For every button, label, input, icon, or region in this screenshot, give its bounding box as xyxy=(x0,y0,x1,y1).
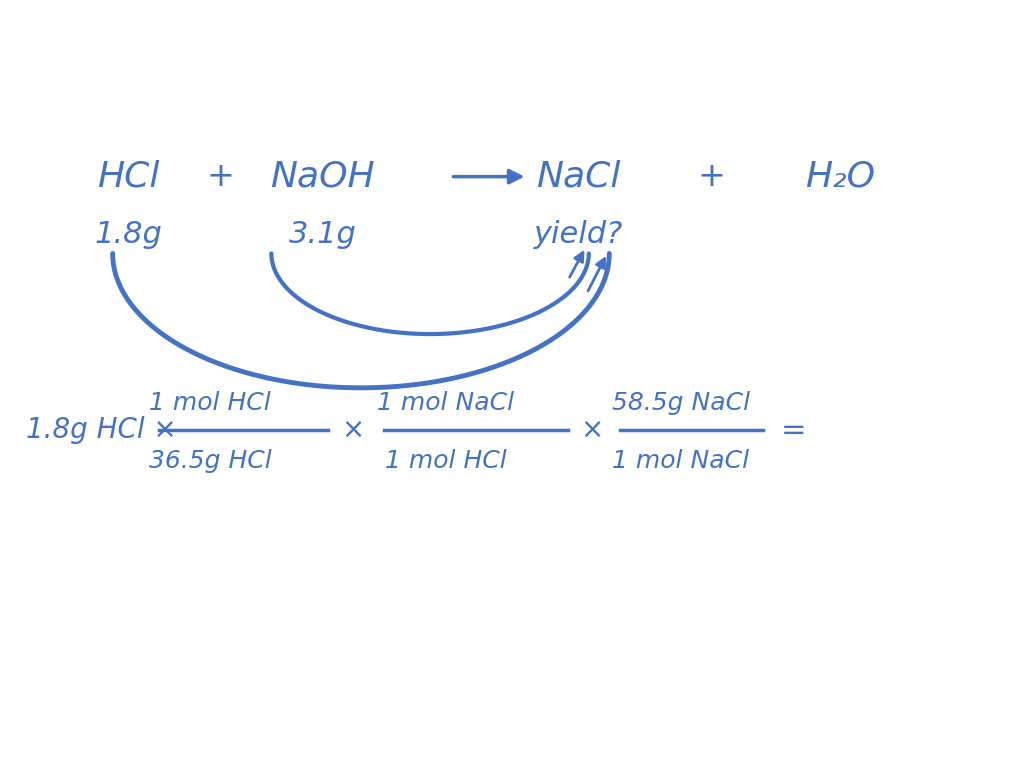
Text: =: = xyxy=(781,415,806,445)
Text: 1 mol NaCl: 1 mol NaCl xyxy=(377,391,514,415)
Text: HCl: HCl xyxy=(97,160,159,194)
Text: 1 mol HCl: 1 mol HCl xyxy=(385,449,506,473)
Text: 1 mol HCl: 1 mol HCl xyxy=(150,391,270,415)
Text: +: + xyxy=(697,161,726,193)
Text: 3.1g: 3.1g xyxy=(289,220,356,249)
Text: 58.5g NaCl: 58.5g NaCl xyxy=(612,391,750,415)
Text: ×: × xyxy=(581,416,603,444)
Text: 36.5g HCl: 36.5g HCl xyxy=(148,449,271,473)
Text: NaOH: NaOH xyxy=(270,160,375,194)
Text: 1.8g HCl ×: 1.8g HCl × xyxy=(26,416,176,444)
Text: yield?: yield? xyxy=(534,220,624,249)
Text: +: + xyxy=(206,161,234,193)
Text: ×: × xyxy=(342,416,365,444)
Text: NaCl: NaCl xyxy=(537,160,621,194)
Text: 1 mol NaCl: 1 mol NaCl xyxy=(612,449,750,473)
Text: H₂O: H₂O xyxy=(805,160,874,194)
Text: 1.8g: 1.8g xyxy=(94,220,162,249)
